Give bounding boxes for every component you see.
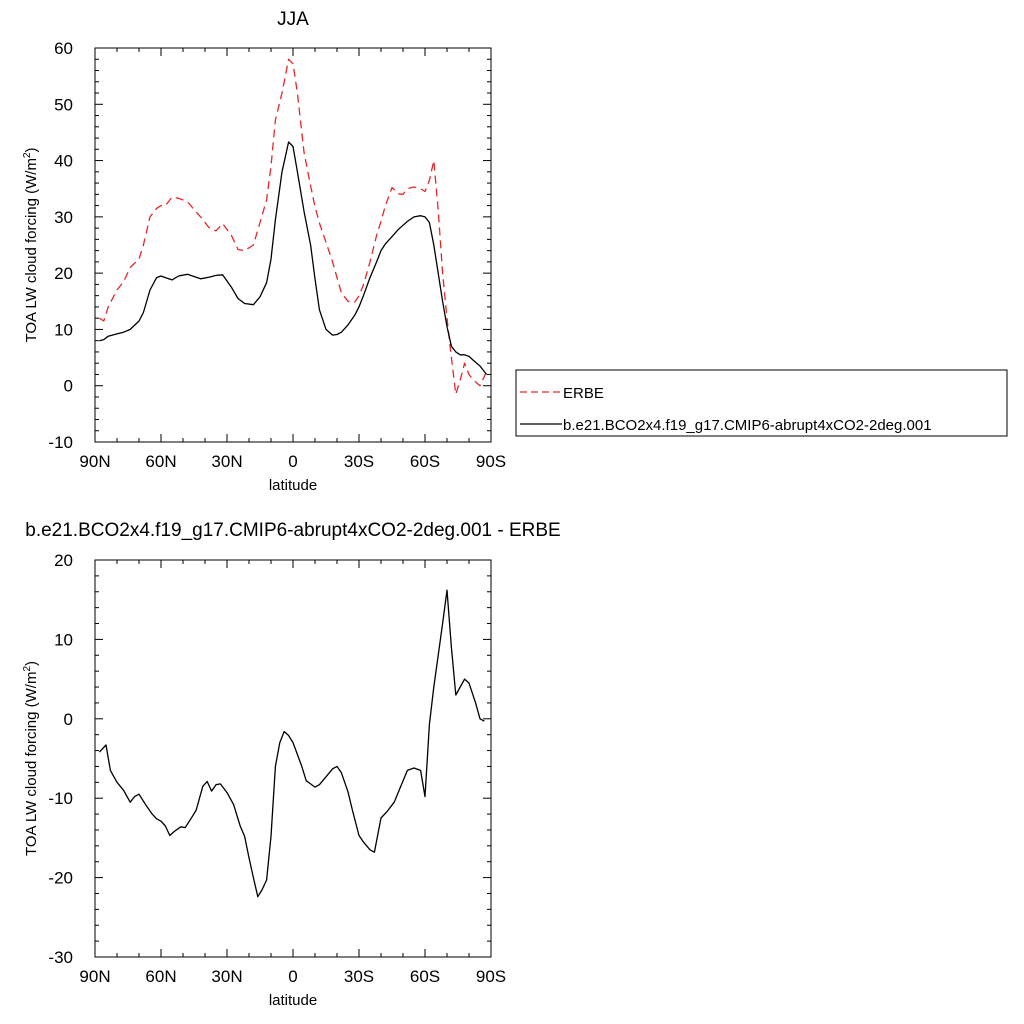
x-tick-label: 0 <box>288 967 297 986</box>
y-tick-label: 0 <box>64 377 73 396</box>
x-tick-label: 60N <box>145 452 176 471</box>
y-axis-label: TOA LW cloud forcing (W/m2) <box>22 147 40 342</box>
x-tick-label: 0 <box>288 452 297 471</box>
y-tick-label: -10 <box>48 433 73 452</box>
chart1-title: JJA <box>277 9 309 30</box>
y-tick-label: -30 <box>48 948 73 967</box>
x-axis-label: latitude <box>269 477 317 494</box>
plot-frame <box>94 47 492 443</box>
series-line-1 <box>99 141 488 375</box>
legend-entry-erbe: ERBE <box>563 385 604 402</box>
legend-entry-model: b.e21.BCO2x4.f19_g17.CMIP6-abrupt4xCO2-2… <box>563 417 932 434</box>
chart2-plot-area: 90N 60N 30N 0 30S 60S 90S -30 -20 -10 0 10 20 latitud… <box>22 551 506 1009</box>
x-tick-label: 60N <box>145 967 176 986</box>
x-tick-label: 90N <box>79 452 110 471</box>
chart1-legend: ERBE b.e21.BCO2x4.f19_g17.CMIP6-abrupt4x… <box>515 369 1008 437</box>
y-tick-label: 20 <box>54 551 73 570</box>
chart1-plot-area: 90N 60N 30N 0 30S 60S 90S -10 0 10 20 30 40 50 60 latit… <box>22 39 506 494</box>
y-tick-label: 50 <box>54 95 73 114</box>
y-tick-label: -10 <box>48 789 73 808</box>
series-line-0 <box>98 589 485 898</box>
y-tick-label: 60 <box>54 39 73 58</box>
plot-frame <box>94 559 492 958</box>
y-tick-label: -20 <box>48 869 73 888</box>
series-line-0 <box>99 58 488 395</box>
top-chart: JJA 90N 60N 30N 0 30S 60S 90S -10 0 10 20 30 40 50 60 l… <box>22 9 1008 494</box>
bottom-chart: b.e21.BCO2x4.f19_g17.CMIP6-abrupt4xCO2-2… <box>22 520 561 1009</box>
x-tick-label: 30S <box>344 967 374 986</box>
x-tick-label: 30N <box>211 452 242 471</box>
y-axis-label: TOA LW cloud forcing (W/m2) <box>22 661 40 856</box>
chart2-title: b.e21.BCO2x4.f19_g17.CMIP6-abrupt4xCO2-2… <box>25 520 560 541</box>
y-tick-label: 40 <box>54 152 73 171</box>
x-tick-label: 90N <box>79 967 110 986</box>
y-tick-label: 20 <box>54 264 73 283</box>
legend-box <box>515 369 1008 437</box>
y-tick-label: 10 <box>54 320 73 339</box>
x-tick-label: 90S <box>476 452 506 471</box>
x-axis-label: latitude <box>269 992 317 1009</box>
x-tick-label: 90S <box>476 967 506 986</box>
x-tick-label: 30S <box>344 452 374 471</box>
x-tick-label: 30N <box>211 967 242 986</box>
x-tick-label: 60S <box>410 967 440 986</box>
y-tick-label: 0 <box>64 710 73 729</box>
x-tick-label: 60S <box>410 452 440 471</box>
y-tick-label: 30 <box>54 208 73 227</box>
y-tick-label: 10 <box>54 630 73 649</box>
